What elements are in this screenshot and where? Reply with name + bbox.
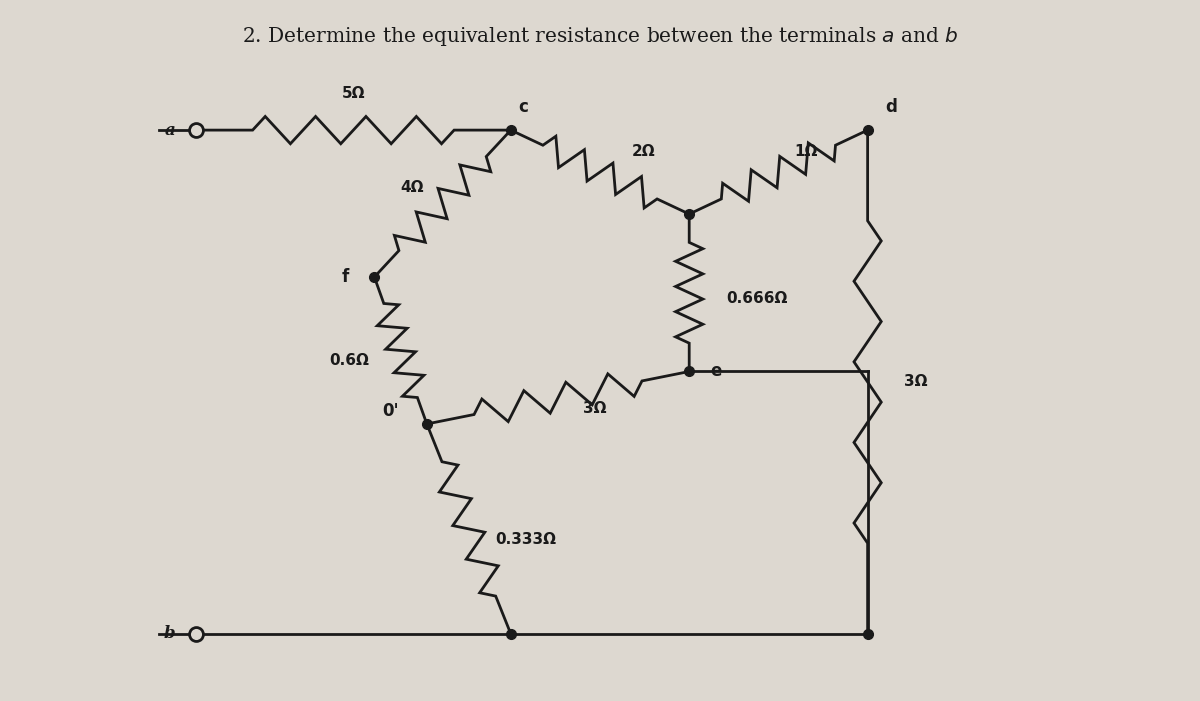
Text: f: f: [341, 268, 348, 286]
Text: 0.666Ω: 0.666Ω: [726, 290, 787, 306]
Text: e: e: [709, 362, 721, 381]
Text: 0.333Ω: 0.333Ω: [496, 532, 556, 547]
Text: 3Ω: 3Ω: [583, 401, 606, 416]
Text: a: a: [164, 121, 175, 139]
Text: 0.6Ω: 0.6Ω: [329, 353, 370, 369]
Text: 0': 0': [382, 402, 398, 421]
Text: c: c: [518, 98, 528, 116]
Text: 1Ω: 1Ω: [794, 144, 817, 158]
Text: 4Ω: 4Ω: [401, 180, 424, 196]
Text: b: b: [164, 625, 175, 642]
Text: d: d: [884, 98, 896, 116]
Text: 3Ω: 3Ω: [905, 374, 928, 390]
Text: 2Ω: 2Ω: [631, 144, 655, 158]
Text: 5Ω: 5Ω: [342, 86, 365, 101]
Text: 2. Determine the equivalent resistance between the terminals $a$ and $b$: 2. Determine the equivalent resistance b…: [241, 25, 959, 48]
